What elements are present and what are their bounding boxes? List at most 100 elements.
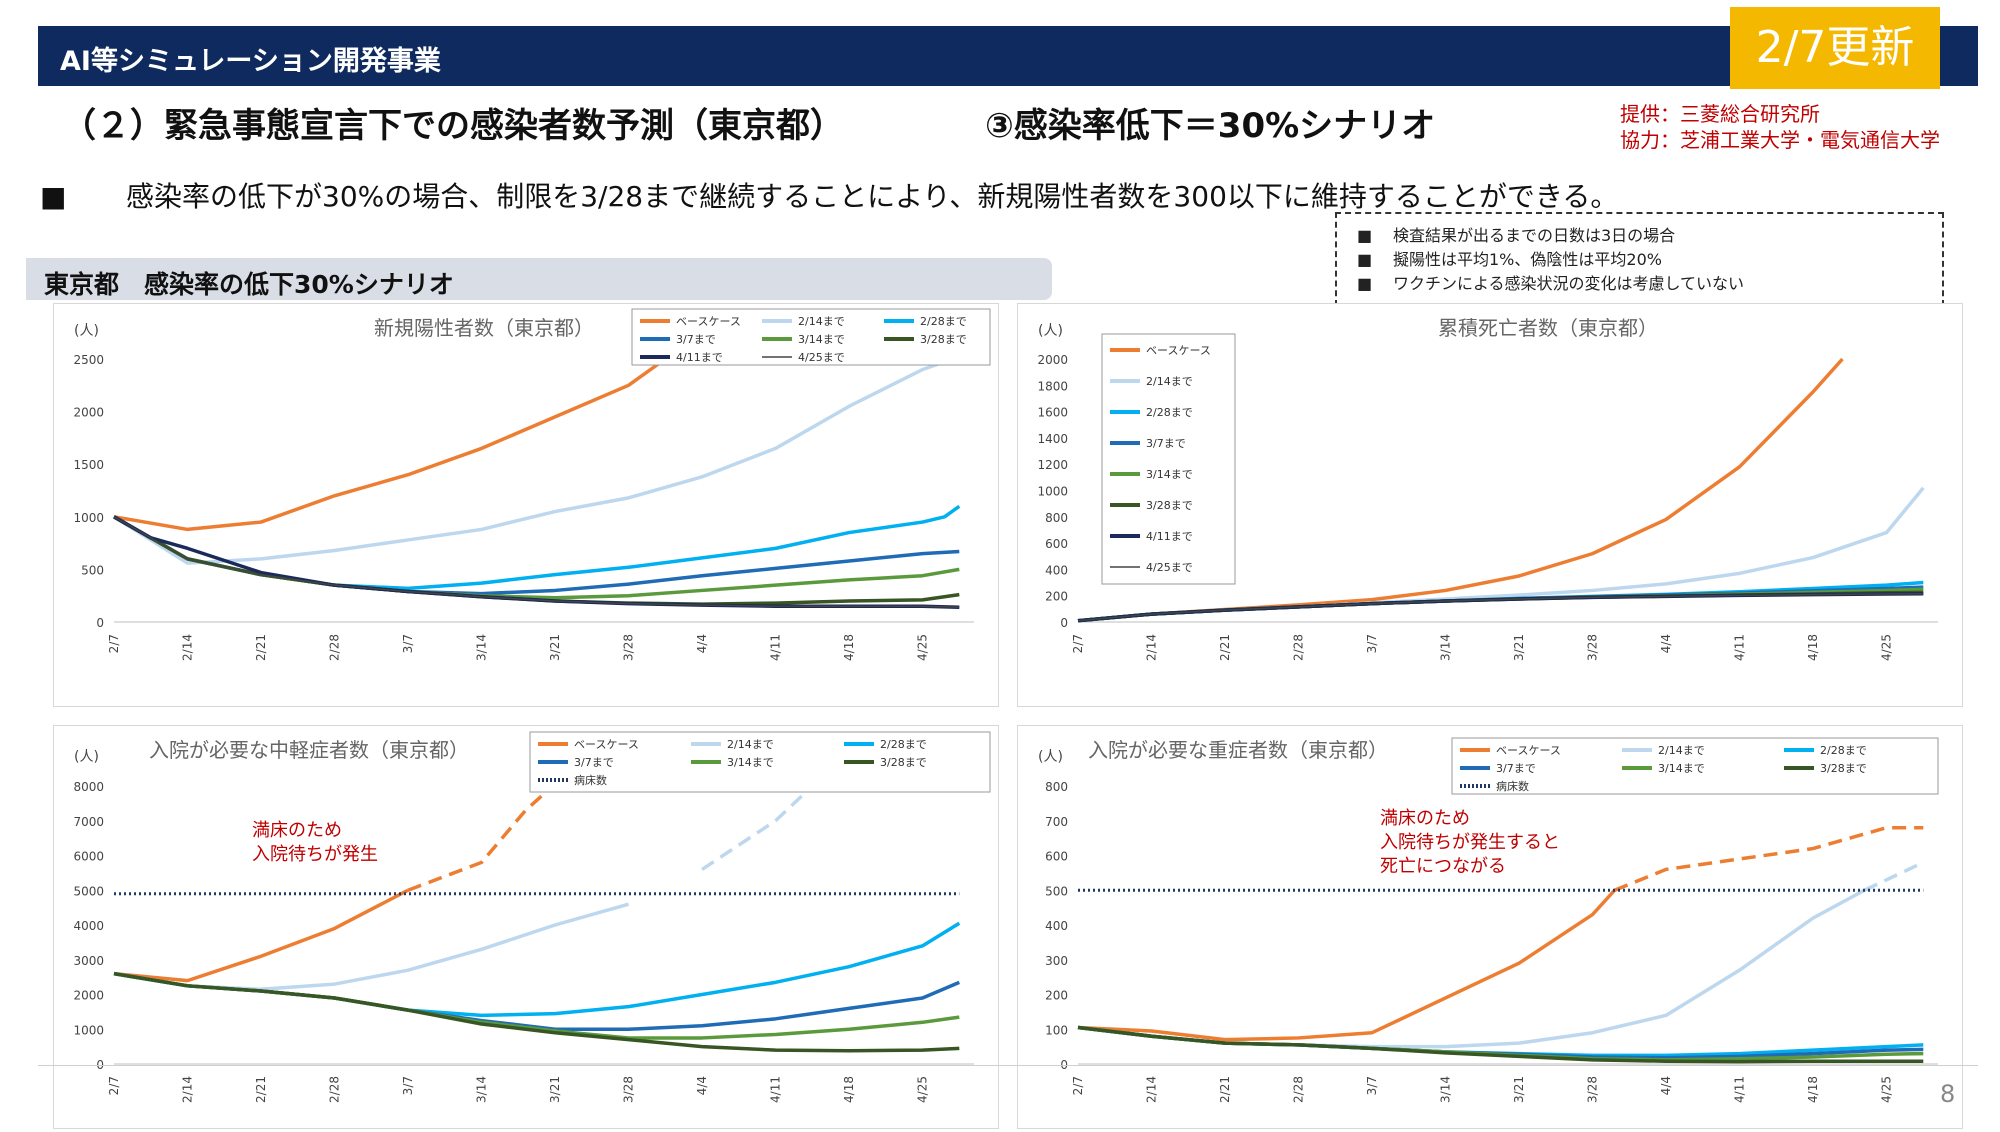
x-tick-label: 4/18 [842, 1076, 856, 1103]
legend-label: 2/14まで [798, 315, 845, 328]
y-tick-label: 4000 [73, 919, 104, 933]
x-tick-label: 2/14 [181, 634, 195, 661]
y-tick-label: 400 [1045, 563, 1068, 577]
legend-label: 3/7まで [574, 756, 614, 769]
x-tick-label: 4/18 [842, 634, 856, 661]
x-tick-label: 2/14 [1145, 1076, 1159, 1103]
x-tick-label: 4/11 [1733, 1076, 1747, 1103]
x-tick-label: 3/7 [1365, 1076, 1379, 1095]
y-tick-label: 200 [1045, 989, 1068, 1003]
x-tick-label: 4/25 [1880, 1076, 1894, 1103]
legend-box [631, 308, 991, 366]
page-subtitle: ③感染率低下＝30%シナリオ [985, 106, 1436, 146]
legend-label: 3/14まで [1658, 762, 1705, 775]
footer-divider [38, 1065, 1978, 1066]
y-tick-label: 0 [1060, 616, 1068, 630]
chart-title: 入院が必要な重症者数（東京都） [1088, 738, 1388, 762]
legend-box [529, 731, 991, 793]
chart-panel-severe-hospitalized: 入院が必要な重症者数（東京都）(人)0100200300400500600700… [1017, 725, 1963, 1129]
page-title: （２）緊急事態宣言下での感染者数予測（東京都） [62, 106, 844, 146]
x-tick-label: 3/7 [401, 634, 415, 653]
y-tick-label: 3000 [73, 954, 104, 968]
y-tick-label: 6000 [73, 850, 104, 864]
x-tick-label: 4/4 [695, 1076, 709, 1095]
note-text: ワクチンによる感染状況の変化は考慮していない [1393, 274, 1745, 293]
y-tick-label: 0 [96, 616, 104, 630]
x-tick-label: 3/21 [1512, 634, 1526, 661]
y-tick-label: 800 [1045, 511, 1068, 525]
y-tick-label: 1000 [1037, 485, 1068, 499]
legend-label: 2/28まで [1820, 744, 1867, 757]
legend-box [1451, 737, 1939, 795]
y-axis-unit: (人) [1038, 323, 1063, 339]
y-tick-label: 2000 [73, 406, 104, 420]
y-tick-label: 200 [1045, 590, 1068, 604]
series-line-base-dashed [407, 782, 557, 892]
x-tick-label: 4/18 [1806, 634, 1820, 661]
series-line-d214 [1077, 888, 1866, 1049]
x-tick-label: 2/28 [328, 634, 342, 661]
x-tick-label: 2/14 [181, 1076, 195, 1103]
legend-label: 3/28まで [880, 756, 927, 769]
chart-moderate-hospitalized: 入院が必要な中軽症者数（東京都）(人)010002000300040005000… [73, 731, 991, 1103]
x-tick-label: 4/11 [769, 634, 783, 661]
page-number: 8 [1940, 1080, 1956, 1108]
legend-label: 3/28まで [1820, 762, 1867, 775]
series-line-d214-dashed [1863, 860, 1925, 892]
y-tick-label: 1200 [1037, 458, 1068, 472]
chart-annotation: 入院待ちが発生 [252, 844, 378, 865]
series-line-base-dashed [1613, 825, 1924, 892]
x-tick-label: 4/25 [916, 1076, 930, 1103]
legend-label: 4/25まで [1146, 561, 1193, 574]
series-line-d214 [113, 902, 630, 992]
assumption-notes: ■ 検査結果が出るまでの日数は3日の場合 ■ 擬陽性は平均1%、偽陰性は平均20% … [1335, 212, 1944, 306]
legend-label: 3/7まで [1496, 762, 1536, 775]
chart-title: 入院が必要な中軽症者数（東京都） [149, 738, 469, 762]
legend-label: 2/14まで [1658, 744, 1705, 757]
x-tick-label: 4/25 [916, 634, 930, 661]
series-line-d228 [113, 921, 961, 1018]
x-tick-label: 4/4 [695, 634, 709, 653]
y-tick-label: 500 [1045, 884, 1068, 898]
x-tick-label: 3/28 [622, 634, 636, 661]
x-tick-label: 4/25 [1880, 634, 1894, 661]
section-title: 東京都 感染率の低下30%シナリオ [44, 270, 454, 299]
summary-bullet: ■ 感染率の低下が30%の場合、制限を3/28まで継続することにより、新規陽性者数… [40, 175, 1618, 215]
x-tick-label: 2/7 [107, 634, 121, 653]
x-tick-label: 2/28 [1292, 634, 1306, 661]
chart-panel-new-cases: 新規陽性者数（東京都） (人) 0 500 1000 1500 2000 2500 2/7 2/1… [53, 303, 999, 707]
legend-label: ベースケース [1496, 744, 1561, 757]
legend-label: 病床数 [1496, 779, 1529, 793]
credit-provider: 提供：三菱総合研究所 [1620, 102, 1820, 126]
y-tick-label: 2000 [73, 989, 104, 1003]
x-tick-label: 2/14 [1145, 634, 1159, 661]
series-line-d228 [1077, 580, 1924, 623]
y-tick-label: 600 [1045, 850, 1068, 864]
legend-label: 3/14まで [727, 756, 774, 769]
x-tick-label: 4/4 [1659, 634, 1673, 653]
legend-label: 4/11まで [1146, 530, 1193, 543]
x-tick-label: 3/14 [1439, 1076, 1453, 1103]
x-tick-label: 2/28 [1292, 1076, 1306, 1103]
legend-label: 2/28まで [1146, 406, 1193, 419]
legend-label: 4/11まで [676, 351, 723, 364]
chart-annotation: 満床のため [1380, 808, 1470, 829]
series-line-d425 [1077, 592, 1924, 622]
legend-label: 2/28まで [880, 738, 927, 751]
note-text: 検査結果が出るまでの日数は3日の場合 [1393, 226, 1676, 245]
chart-title: 累積死亡者数（東京都） [1438, 316, 1658, 340]
y-tick-label: 400 [1045, 919, 1068, 933]
note-marker: ■ [1357, 250, 1373, 269]
x-tick-label: 3/21 [548, 1076, 562, 1103]
legend-label: 2/14まで [727, 738, 774, 751]
legend-label: 3/14まで [798, 333, 845, 346]
header-bar-label: AI等シミュレーション開発事業 [60, 46, 441, 77]
y-tick-label: 5000 [73, 884, 104, 898]
note-item: ■ ワクチンによる感染状況の変化は考慮していない [1357, 270, 1744, 294]
y-tick-label: 2500 [73, 353, 104, 367]
chart-annotation: 死亡につながる [1380, 856, 1506, 877]
x-tick-label: 3/21 [548, 634, 562, 661]
legend-label: ベースケース [574, 738, 639, 751]
legend-label: ベースケース [676, 315, 741, 328]
note-text: 擬陽性は平均1%、偽陰性は平均20% [1393, 250, 1662, 269]
